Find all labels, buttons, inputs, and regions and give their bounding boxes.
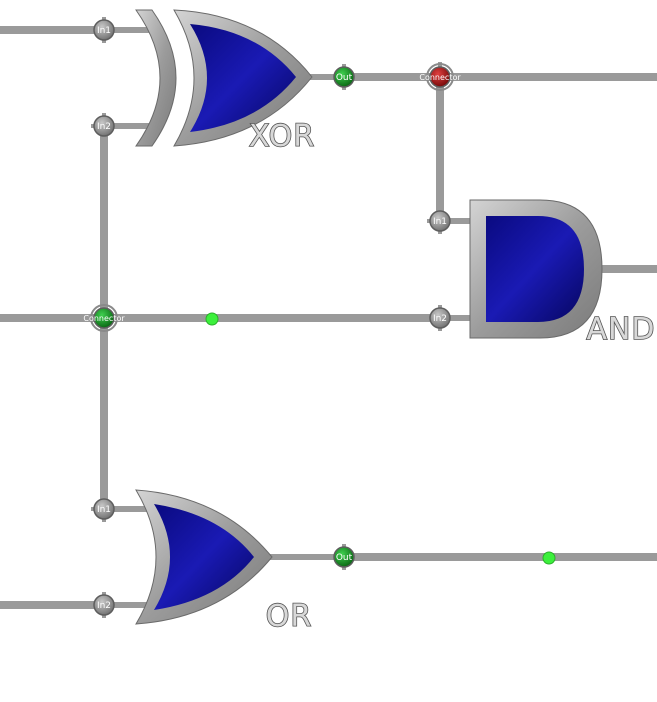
connector-top[interactable]: Connector bbox=[419, 62, 461, 92]
connector-middle-label: Connector bbox=[83, 314, 125, 323]
or-out-pin[interactable]: Out bbox=[331, 544, 357, 570]
signal-dot-or-out bbox=[542, 551, 556, 565]
xor-body-fill bbox=[190, 24, 296, 132]
or-in1-pin[interactable]: In1 bbox=[91, 496, 117, 522]
or-in2-label: In2 bbox=[97, 601, 111, 611]
and-body-fill bbox=[486, 216, 584, 322]
wires bbox=[0, 26, 657, 609]
xor-in2-pin[interactable]: In2 bbox=[91, 113, 117, 139]
xor-in2-label: In2 bbox=[97, 122, 111, 132]
xor-in1-label: In1 bbox=[97, 26, 111, 36]
or-body-fill bbox=[154, 504, 254, 610]
connector-top-label: Connector bbox=[419, 73, 461, 82]
and-in1-label: In1 bbox=[433, 217, 447, 227]
or-out-label: Out bbox=[336, 553, 353, 563]
and-gate[interactable]: AND bbox=[469, 199, 656, 348]
or-in1-label: In1 bbox=[97, 505, 111, 515]
and-in2-pin[interactable]: In2 bbox=[427, 305, 453, 331]
or-in2-pin[interactable]: In2 bbox=[91, 592, 117, 618]
and-label: AND bbox=[586, 312, 655, 347]
or-gate[interactable]: OR bbox=[135, 489, 312, 635]
xor-out-pin[interactable]: Out bbox=[331, 64, 357, 90]
and-in1-pin[interactable]: In1 bbox=[427, 208, 453, 234]
signal-dot-middle bbox=[205, 312, 219, 326]
and-in2-label: In2 bbox=[433, 314, 447, 324]
xor-in1-pin[interactable]: In1 bbox=[91, 17, 117, 43]
xor-out-label: Out bbox=[336, 73, 353, 83]
connector-middle[interactable]: Connector bbox=[83, 303, 125, 333]
xor-label: XOR bbox=[249, 119, 315, 154]
xor-gate[interactable]: XOR bbox=[135, 9, 315, 155]
or-label: OR bbox=[266, 599, 312, 634]
xor-back-curve bbox=[135, 9, 177, 147]
